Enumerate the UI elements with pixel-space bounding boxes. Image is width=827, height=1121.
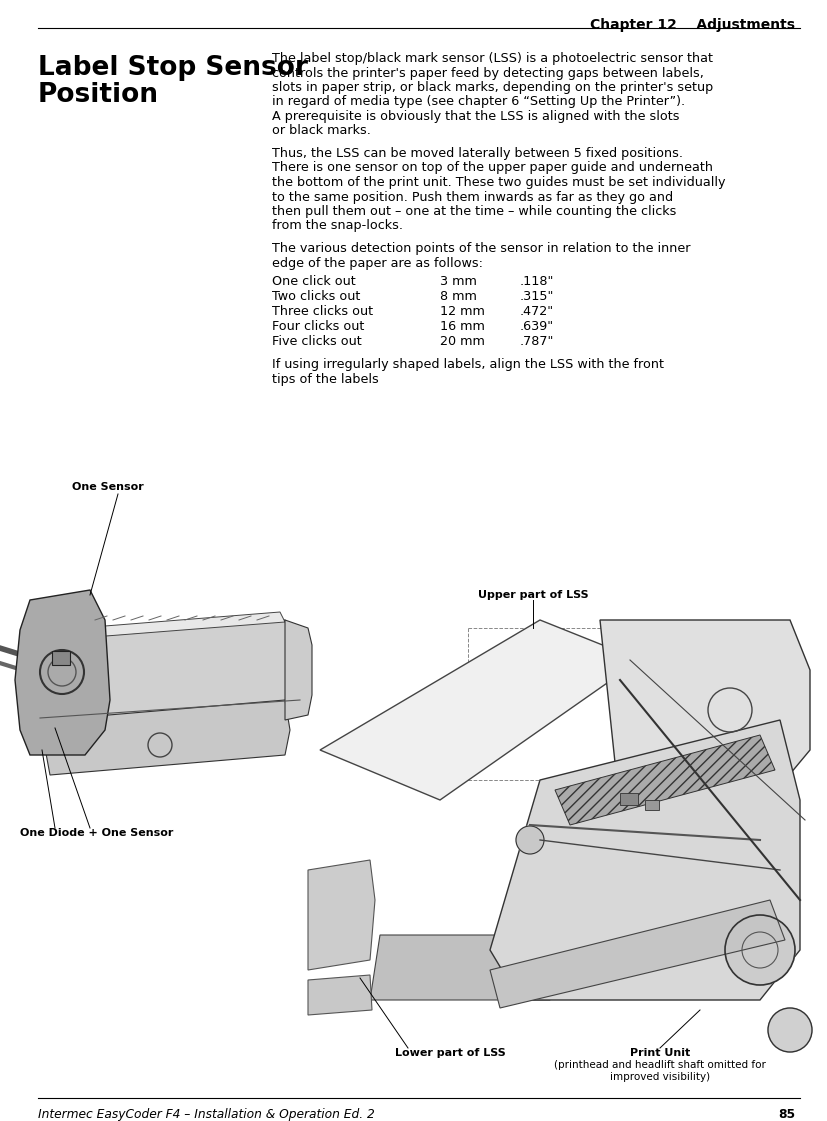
FancyBboxPatch shape [620,793,638,805]
Text: .315": .315" [520,290,554,303]
Circle shape [516,826,544,854]
Text: 16 mm: 16 mm [440,319,485,333]
Text: 20 mm: 20 mm [440,335,485,348]
Text: Thus, the LSS can be moved laterally between 5 fixed positions.: Thus, the LSS can be moved laterally bet… [272,147,683,160]
Text: in regard of media type (see chapter 6 “Setting Up the Printer”).: in regard of media type (see chapter 6 “… [272,95,685,109]
Text: Label Stop Sensor: Label Stop Sensor [38,55,308,81]
Text: Chapter 12    Adjustments: Chapter 12 Adjustments [590,18,795,33]
Polygon shape [320,620,640,800]
Text: controls the printer's paper feed by detecting gaps between labels,: controls the printer's paper feed by det… [272,66,704,80]
Text: Four clicks out: Four clicks out [272,319,365,333]
Polygon shape [600,620,810,810]
Text: Upper part of LSS: Upper part of LSS [478,590,588,600]
Text: One Diode + One Sensor: One Diode + One Sensor [20,828,174,839]
Text: 12 mm: 12 mm [440,305,485,318]
Polygon shape [490,900,785,1008]
Text: tips of the labels: tips of the labels [272,372,379,386]
Text: then pull them out – one at the time – while counting the clicks: then pull them out – one at the time – w… [272,205,676,217]
Circle shape [768,1008,812,1051]
Text: A prerequisite is obviously that the LSS is aligned with the slots: A prerequisite is obviously that the LSS… [272,110,680,123]
Text: Intermec EasyCoder F4 – Installation & Operation Ed. 2: Intermec EasyCoder F4 – Installation & O… [38,1108,375,1121]
Text: from the snap-locks.: from the snap-locks. [272,220,403,232]
Polygon shape [308,860,375,970]
FancyBboxPatch shape [52,651,70,665]
Text: Five clicks out: Five clicks out [272,335,361,348]
Polygon shape [40,620,295,740]
Text: improved visibility): improved visibility) [610,1072,710,1082]
Text: The label stop/black mark sensor (LSS) is a photoelectric sensor that: The label stop/black mark sensor (LSS) i… [272,52,713,65]
Text: 3 mm: 3 mm [440,275,477,288]
Text: edge of the paper are as follows:: edge of the paper are as follows: [272,257,483,269]
Polygon shape [15,590,110,756]
Polygon shape [308,975,372,1015]
Polygon shape [370,935,560,1000]
Text: Print Unit: Print Unit [630,1048,690,1058]
Text: Lower part of LSS: Lower part of LSS [395,1048,506,1058]
Polygon shape [285,620,312,720]
Text: 85: 85 [778,1108,795,1121]
FancyBboxPatch shape [308,600,813,1065]
Text: There is one sensor on top of the upper paper guide and underneath: There is one sensor on top of the upper … [272,161,713,175]
Text: If using irregularly shaped labels, align the LSS with the front: If using irregularly shaped labels, alig… [272,358,664,371]
Text: to the same position. Push them inwards as far as they go and: to the same position. Push them inwards … [272,191,673,204]
Text: .639": .639" [520,319,554,333]
Text: Three clicks out: Three clicks out [272,305,373,318]
Polygon shape [55,612,285,640]
Text: the bottom of the print unit. These two guides must be set individually: the bottom of the print unit. These two … [272,176,725,189]
Text: Position: Position [38,82,159,108]
Text: slots in paper strip, or black marks, depending on the printer's setup: slots in paper strip, or black marks, de… [272,81,713,94]
Circle shape [725,915,795,985]
Text: .118": .118" [520,275,554,288]
Text: .472": .472" [520,305,554,318]
Polygon shape [490,720,800,1000]
Polygon shape [45,700,290,775]
Text: (printhead and headlift shaft omitted for: (printhead and headlift shaft omitted fo… [554,1060,766,1071]
Polygon shape [555,735,775,825]
Text: .787": .787" [520,335,554,348]
Text: One Sensor: One Sensor [72,482,144,492]
FancyBboxPatch shape [645,800,659,810]
Text: The various detection points of the sensor in relation to the inner: The various detection points of the sens… [272,242,691,254]
Text: 8 mm: 8 mm [440,290,477,303]
Text: or black marks.: or black marks. [272,124,370,138]
Text: Two clicks out: Two clicks out [272,290,361,303]
Text: One click out: One click out [272,275,356,288]
